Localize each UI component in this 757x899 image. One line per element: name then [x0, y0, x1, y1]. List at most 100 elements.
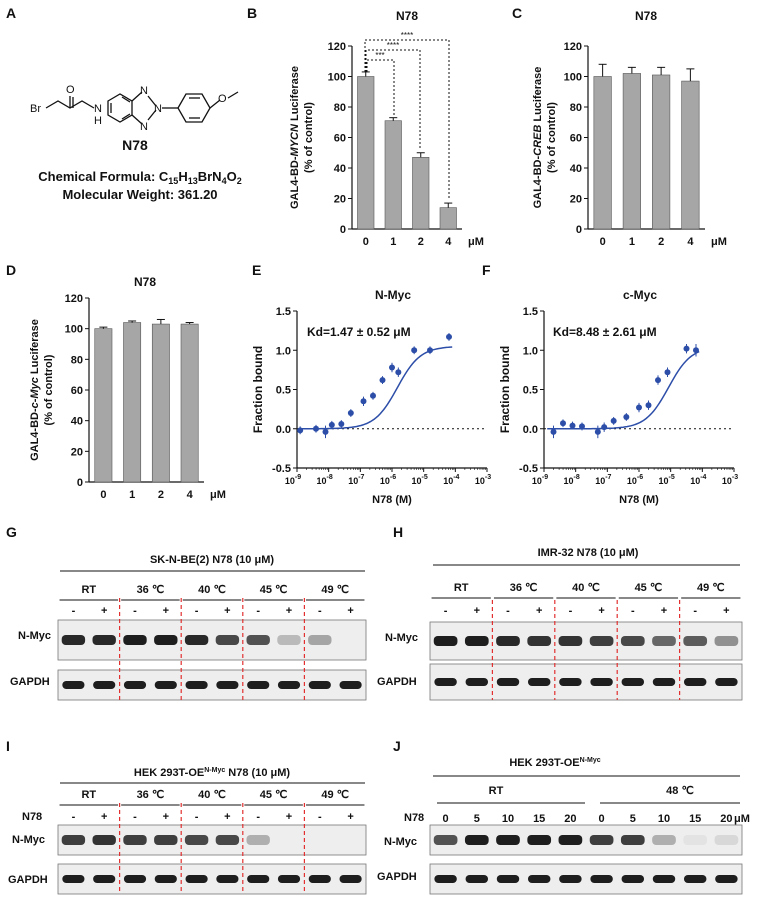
x-tick-label: 10-8	[564, 474, 580, 486]
data-point	[636, 404, 642, 411]
band-gapdh	[93, 681, 116, 689]
band-gapdh	[527, 875, 551, 883]
band-gapdh	[339, 681, 362, 689]
data-point	[655, 377, 661, 384]
band-gapdh	[559, 678, 582, 686]
y-tick-label: 20	[71, 446, 83, 458]
band-nmyc	[123, 835, 147, 845]
y-tick-label: 0	[77, 477, 83, 489]
y-tick-label: 100	[564, 72, 582, 84]
band-gapdh	[496, 875, 520, 883]
band-nmyc	[184, 635, 209, 645]
bar	[94, 328, 113, 483]
x-tick-label: 4	[687, 236, 694, 248]
x-tick-label: 10-5	[659, 474, 675, 486]
band-nmyc	[652, 835, 676, 845]
bar	[652, 74, 671, 230]
band-gapdh	[590, 875, 613, 883]
bar	[412, 157, 430, 230]
panel-e-letter: E	[252, 262, 261, 278]
band-nmyc	[92, 635, 116, 645]
plus-label: +	[347, 811, 353, 823]
chart-c: N78 0 20 40 60 80 100 120 0 1 2 4 μM GAL4-BD-CREB Luc…	[532, 9, 727, 248]
y-tick-label: 1.0	[523, 345, 538, 357]
band-nmyc	[558, 636, 583, 646]
data-point	[322, 428, 329, 435]
y-axis-label-2: (% of control)	[546, 102, 558, 173]
band-gapdh	[434, 875, 457, 883]
minus-label: -	[444, 605, 448, 617]
data-point	[395, 369, 402, 376]
minus-label: -	[72, 605, 76, 617]
x-tick-label: 10-3	[722, 474, 738, 486]
dose-label: 10	[658, 813, 670, 825]
atom-n-amide: N	[94, 103, 102, 115]
chart-d: N78 0 20 40 60 80 100 120 0 1 2 4 μM GAL4-BD-c-Myc Lu…	[29, 275, 226, 501]
band-gapdh	[154, 875, 177, 883]
data-point	[550, 428, 557, 435]
band-nmyc	[184, 835, 209, 845]
kd-annotation: Kd=1.47 ± 0.52 μM	[307, 325, 411, 339]
dose-label: 5	[630, 813, 636, 825]
band-gapdh	[715, 678, 738, 686]
data-point	[693, 347, 699, 354]
band-gapdh	[123, 875, 147, 883]
band-nmyc	[714, 835, 739, 845]
minus-label: -	[195, 811, 199, 823]
band-nmyc	[154, 635, 178, 645]
compound-name: N78	[122, 137, 148, 153]
bar	[384, 120, 402, 230]
x-tick-label: 2	[418, 236, 424, 248]
minus-label: -	[569, 605, 573, 617]
chart-title: N-Myc	[375, 288, 411, 302]
band-gapdh	[154, 681, 177, 689]
minus-label: -	[72, 811, 76, 823]
band-gapdh	[590, 678, 613, 686]
blot-h-nmyc-label: N-Myc	[385, 632, 418, 644]
band-nmyc	[652, 636, 676, 646]
band-gapdh	[185, 681, 208, 689]
dose-label: 0	[599, 813, 605, 825]
y-axis-label: Fraction bound	[251, 346, 265, 433]
dose-label: 15	[533, 813, 545, 825]
bar	[681, 80, 700, 230]
band-nmyc	[558, 835, 583, 845]
sig-stars-4: ****	[401, 31, 413, 40]
band-nmyc	[92, 835, 116, 845]
y-tick-label: -0.5	[272, 463, 291, 475]
blot-j-group-rt: RT	[489, 785, 504, 797]
group-label: 40 ℃	[198, 789, 226, 801]
y-tick-label: 100	[328, 72, 346, 84]
plus-label: +	[286, 605, 292, 617]
chart-title: N78	[635, 9, 657, 23]
band-nmyc	[246, 635, 270, 645]
band-nmyc	[589, 636, 614, 646]
data-point	[446, 333, 452, 340]
plus-label: +	[163, 811, 169, 823]
minus-label: -	[256, 605, 260, 617]
plus-label: +	[286, 811, 292, 823]
y-tick-label: 80	[570, 102, 582, 114]
band-gapdh	[683, 875, 707, 883]
band-gapdh	[652, 678, 676, 686]
y-tick-label: 0	[340, 224, 346, 236]
blot-h-title: IMR-32 N78 (10 μM)	[538, 547, 639, 559]
bar	[123, 322, 142, 483]
blot-i-treat-label: N78	[22, 811, 42, 823]
y-tick-label: 120	[564, 41, 582, 53]
band-gapdh	[216, 681, 239, 689]
plus-label: +	[101, 605, 107, 617]
band-nmyc	[464, 636, 489, 646]
band-nmyc	[589, 835, 614, 845]
y-tick-label: 0.5	[276, 385, 291, 397]
band-gapdh	[277, 681, 301, 689]
band-gapdh	[308, 875, 331, 883]
data-point	[411, 347, 418, 354]
blot-h: RT 36 ℃ 40 ℃ 45 ℃ 49 ℃- + - + - + - + - +	[429, 582, 743, 701]
plus-label: +	[723, 605, 729, 617]
plus-label: +	[598, 605, 604, 617]
band-gapdh	[715, 875, 738, 883]
blot-g: RT 36 ℃ 40 ℃ 45 ℃ 49 ℃ - + - + - + - + - +	[57, 584, 367, 701]
y-tick-label: 40	[570, 163, 582, 175]
